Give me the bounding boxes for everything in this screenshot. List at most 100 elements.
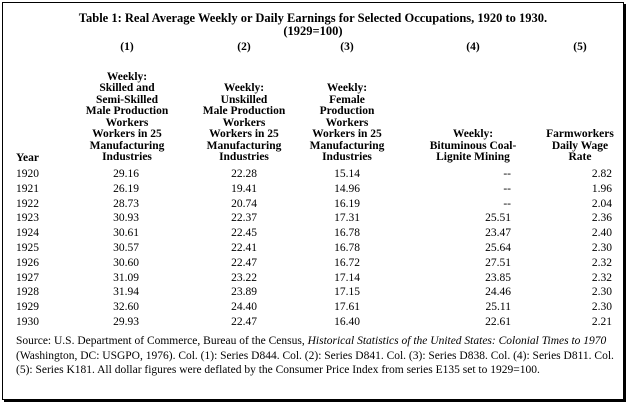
column-number: (4) [466, 41, 480, 53]
col1-cell: 26.19 [113, 182, 139, 195]
col1-cell: 30.57 [113, 242, 139, 254]
col3-cell: 16.78 [334, 242, 360, 254]
col3-cell: 15.14 [334, 168, 360, 180]
col3-cell: 17.14 [334, 271, 360, 284]
col4-cell: 27.51 [485, 256, 511, 269]
col3-cell: 17.31 [334, 212, 360, 225]
year-cell: 1922 [16, 197, 39, 210]
column-header-line: Male Production [202, 105, 286, 117]
year-cell: 1925 [16, 242, 39, 254]
column-header-line: Weekly: [452, 128, 494, 140]
col1-cell: 31.94 [113, 286, 139, 299]
col5-cell: 2.82 [591, 168, 612, 180]
year-cell: 1929 [16, 301, 39, 314]
source-note: Source: U.S. Department of Commerce, Bur… [16, 334, 617, 378]
table-row: 1930 29.93 22.47 16.40 22.61 2.21 [3, 316, 623, 329]
col4-cell: 25.11 [485, 301, 511, 314]
source-prefix: Source: U.S. Department of Commerce, Bur… [16, 335, 308, 347]
table-title: Table 1: Real Average Weekly or Daily Ea… [3, 12, 623, 38]
year-cell: 1924 [16, 227, 39, 240]
col2-cell: 23.89 [231, 286, 257, 299]
table-row: 1924 30.61 22.45 16.78 23.47 2.40 [3, 227, 623, 240]
column-number: (3) [340, 41, 354, 53]
col5-cell: 2.04 [591, 197, 612, 210]
column-header-line: Skilled and [99, 82, 155, 94]
table-row: 1923 30.93 22.37 17.31 25.51 2.36 [3, 212, 623, 225]
column-header-line: Weekly: [223, 82, 265, 94]
year-cell: 1920 [16, 168, 39, 180]
column-header-line: Workers in 25 [209, 128, 279, 140]
table-row: 1920 29.16 22.28 15.14 -- 2.82 [3, 168, 623, 181]
col1-cell: 30.93 [113, 212, 139, 225]
column-header-4: (4) Weekly: Bituminous Coal- Lignite Mining [413, 41, 533, 167]
col5-cell: 2.32 [591, 271, 612, 284]
source-suffix: (Washington, DC: USGPO, 1976). Col. (1):… [16, 349, 614, 377]
col4-cell: 25.51 [485, 212, 511, 225]
column-number: (2) [237, 41, 251, 53]
table-row: 1922 28.73 20.74 16.19 -- 2.04 [3, 198, 623, 211]
column-header-line: Workers [325, 116, 369, 129]
col2-cell: 24.40 [231, 301, 257, 314]
source-title: Historical Statistics of the United Stat… [307, 335, 607, 347]
column-header-line: Workers in 25 [92, 128, 162, 140]
col1-cell: 29.16 [113, 168, 139, 180]
column-header-line: Industries [322, 151, 372, 163]
column-header-line: Rate [568, 151, 592, 163]
title-line-1: Table 1: Real Average Weekly or Daily Ea… [78, 11, 548, 25]
column-header-line: Female [329, 93, 365, 106]
col4-cell: 23.47 [485, 227, 511, 240]
col4-cell: 22.61 [485, 316, 511, 328]
title-line-2: (1929=100) [283, 24, 343, 38]
col2-cell: 22.41 [231, 242, 257, 254]
column-header-5: (5) Farmworkers Daily Wage Rate [538, 41, 622, 167]
column-header-3: (3) Weekly: Female Production Workers Workers… [303, 41, 391, 167]
year-cell: 1927 [16, 271, 39, 284]
column-header-line: Production [319, 105, 375, 117]
column-number: (1) [120, 41, 134, 53]
col1-cell: 30.60 [113, 256, 139, 269]
column-header-line: Semi-Skilled [96, 93, 158, 106]
col3-cell: 14.96 [334, 182, 360, 195]
column-header-line: Industries [219, 151, 269, 163]
col3-cell: 16.72 [334, 256, 360, 269]
column-header-line: Bituminous Coal- [429, 139, 517, 152]
column-header-line: Workers [222, 116, 266, 129]
column-header-line: Lignite Mining [436, 151, 510, 163]
col1-cell: 31.09 [113, 271, 139, 284]
col4-cell: 23.85 [485, 271, 511, 284]
col4-cell: -- [503, 168, 511, 180]
year-cell: 1930 [16, 316, 39, 328]
col4-cell: -- [503, 182, 511, 195]
column-header-line: Male Production [85, 105, 169, 117]
column-header-2: (2) Weekly: Unskilled Male Production Worker… [196, 41, 292, 167]
col2-cell: 20.74 [231, 197, 257, 210]
col1-cell: 29.93 [113, 316, 139, 328]
col3-cell: 16.19 [334, 197, 360, 210]
table-frame: Table 1: Real Average Weekly or Daily Ea… [2, 2, 624, 400]
col5-cell: 2.30 [591, 286, 612, 299]
column-number: (5) [573, 41, 587, 53]
column-header-1: (1) Weekly: Skilled and Semi-Skilled Male Pr… [81, 41, 173, 167]
col4-cell: -- [503, 197, 511, 210]
col5-cell: 1.96 [591, 182, 612, 195]
col2-cell: 23.22 [231, 271, 257, 284]
column-header-line: Farmworkers [546, 128, 614, 140]
column-header-line: Daily Wage [551, 139, 609, 152]
col5-cell: 2.30 [591, 301, 612, 314]
column-header-line: Unskilled [220, 93, 268, 106]
col3-cell: 16.40 [334, 316, 360, 328]
table-row: 1927 31.09 23.22 17.14 23.85 2.32 [3, 272, 623, 285]
col1-cell: 30.61 [113, 227, 139, 240]
col2-cell: 22.37 [231, 212, 257, 225]
col1-cell: 32.60 [113, 301, 139, 314]
year-cell: 1926 [16, 256, 39, 269]
year-cell: 1923 [16, 212, 39, 225]
col4-cell: 24.46 [485, 286, 511, 299]
col1-cell: 28.73 [113, 197, 139, 210]
col5-cell: 2.30 [591, 242, 612, 254]
col5-cell: 2.21 [591, 316, 612, 328]
column-header-line: Manufacturing [206, 139, 282, 152]
col4-cell: 25.64 [485, 242, 511, 254]
table-row: 1929 32.60 24.40 17.61 25.11 2.30 [3, 301, 623, 314]
col2-cell: 22.47 [231, 316, 257, 328]
